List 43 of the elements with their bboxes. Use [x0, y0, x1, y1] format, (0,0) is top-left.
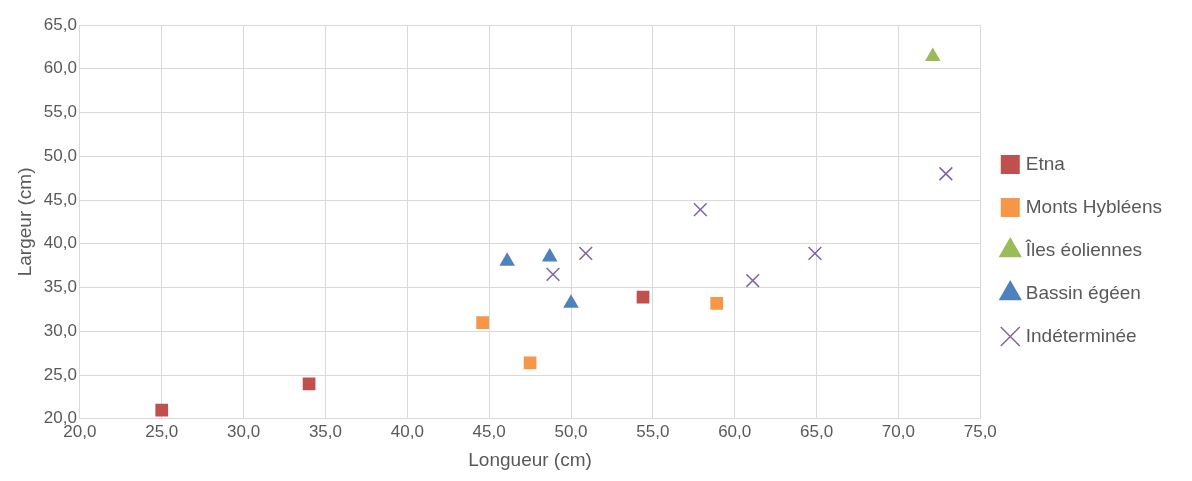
point — [693, 202, 708, 217]
x-tick-label: 60,0 — [718, 421, 752, 441]
legend-label: Etna — [1025, 152, 1066, 174]
y-axis-title: Largeur (cm) — [13, 167, 35, 277]
x-tick-label: 50,0 — [554, 421, 588, 441]
x-tick-label: 70,0 — [881, 421, 915, 441]
legend-label: Bassin égéen — [1025, 281, 1141, 303]
legend-label: Monts Hybléens — [1025, 195, 1163, 217]
x-tick-label: 30,0 — [227, 421, 261, 441]
point — [636, 290, 650, 304]
x-tick-label: 65,0 — [800, 421, 834, 441]
y-tick-label: 55,0 — [43, 102, 77, 122]
point — [745, 273, 760, 288]
point — [155, 403, 169, 417]
point — [710, 296, 724, 310]
point — [925, 47, 941, 61]
x-tick-label: 25,0 — [145, 421, 179, 441]
point — [541, 247, 558, 262]
point — [523, 356, 537, 370]
y-tick-label: 60,0 — [43, 58, 77, 78]
legend-label: Îles éoliennes — [1024, 238, 1142, 260]
point — [578, 246, 593, 261]
point — [302, 377, 316, 391]
y-tick-label: 45,0 — [43, 189, 77, 209]
x-tick-label: 45,0 — [472, 421, 506, 441]
x-tick-label: 40,0 — [390, 421, 424, 441]
legend-label: Indéterminée — [1025, 324, 1137, 346]
point — [476, 316, 489, 329]
x-tick-label: 35,0 — [308, 421, 342, 441]
y-tick-label: 25,0 — [43, 364, 77, 384]
point — [499, 252, 515, 266]
y-tick-label: 65,0 — [43, 14, 77, 34]
x-tick-label: 75,0 — [963, 421, 997, 441]
x-tick-label: 55,0 — [636, 421, 670, 441]
point — [938, 166, 954, 181]
x-axis-title: Longueur (cm) — [468, 448, 592, 470]
point — [545, 267, 561, 282]
point — [807, 246, 823, 261]
y-tick-label: 40,0 — [43, 233, 77, 253]
point — [563, 294, 579, 308]
y-tick-label: 50,0 — [43, 145, 77, 165]
y-tick-label: 30,0 — [43, 320, 77, 340]
y-tick-label: 35,0 — [43, 277, 77, 297]
